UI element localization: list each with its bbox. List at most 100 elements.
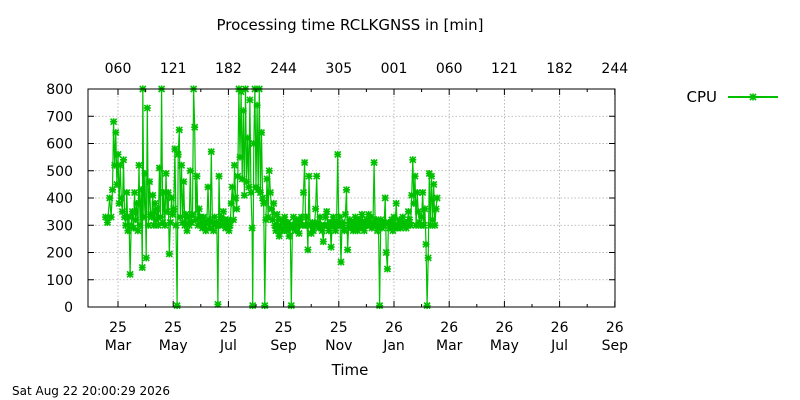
data-point — [293, 216, 301, 224]
data-point — [329, 213, 337, 221]
data-point — [128, 208, 136, 216]
data-point — [133, 199, 141, 207]
data-point — [195, 205, 203, 213]
data-point — [117, 194, 125, 202]
data-point — [420, 221, 428, 229]
data-point — [318, 227, 326, 235]
data-point — [338, 218, 346, 227]
data-point — [316, 213, 324, 221]
x-tick-label-day: 25 — [164, 320, 182, 336]
data-point — [160, 189, 168, 197]
x-tick-label-day: 26 — [440, 320, 458, 336]
data-point — [278, 227, 287, 235]
data-point — [309, 227, 317, 235]
data-point — [257, 129, 266, 137]
data-point — [110, 118, 118, 126]
data-point — [256, 189, 264, 197]
data-point — [175, 126, 183, 134]
data-point — [383, 265, 391, 273]
data-point — [170, 205, 178, 213]
data-point — [171, 145, 179, 153]
data-point — [411, 172, 419, 180]
data-point — [236, 153, 244, 161]
x-tick-label-day: 26 — [606, 320, 624, 336]
y-tick-label: 700 — [46, 109, 73, 125]
data-point — [432, 205, 440, 213]
chart-title: Processing time RCLKGNSS in [min] — [217, 16, 484, 34]
x-tick-label-day: 25 — [109, 320, 127, 336]
data-point — [186, 167, 194, 175]
x-top-tick-label: 244 — [270, 61, 297, 77]
data-point — [243, 178, 251, 186]
data-point — [211, 213, 219, 221]
data-point — [357, 224, 365, 232]
data-point — [134, 227, 142, 235]
x-tick-label-month: Jul — [219, 338, 237, 354]
data-point — [430, 180, 438, 188]
data-point — [164, 189, 172, 197]
data-point — [144, 221, 152, 229]
data-point — [423, 302, 431, 310]
x-top-tick-label: 060 — [436, 61, 463, 77]
data-point — [247, 189, 255, 197]
data-point — [147, 210, 155, 218]
data-point — [174, 150, 182, 158]
data-point — [209, 227, 218, 235]
data-point — [222, 224, 230, 232]
data-point — [408, 191, 416, 199]
data-point — [187, 218, 195, 227]
data-point — [245, 183, 253, 191]
legend-marker — [749, 93, 757, 101]
data-point — [126, 270, 134, 278]
data-point — [422, 240, 430, 248]
data-point — [108, 186, 117, 194]
data-point — [349, 227, 357, 235]
data-point — [197, 218, 205, 227]
data-point — [188, 210, 197, 218]
data-point — [281, 213, 289, 221]
data-point — [131, 189, 139, 197]
data-point — [313, 172, 321, 180]
data-point — [249, 302, 257, 310]
data-point — [260, 199, 268, 207]
data-point — [412, 221, 420, 229]
data-point — [372, 216, 380, 224]
data-point — [138, 263, 146, 272]
x-top-tick-label: 182 — [215, 61, 242, 77]
data-point — [410, 199, 418, 207]
data-point — [166, 218, 174, 227]
data-point — [341, 210, 349, 218]
data-point — [418, 213, 426, 221]
legend-label-cpu: CPU — [687, 88, 718, 106]
data-point — [141, 169, 149, 178]
data-point — [272, 227, 280, 235]
data-point — [304, 246, 312, 254]
data-point — [402, 224, 410, 232]
x-tick-label-month: May — [490, 338, 519, 354]
data-point — [327, 243, 335, 251]
data-point — [192, 216, 200, 224]
data-point — [184, 213, 192, 221]
x-top-tick-label: 121 — [160, 61, 187, 77]
data-point — [263, 175, 271, 183]
data-point — [142, 254, 150, 262]
y-tick-label: 400 — [46, 191, 73, 207]
data-point — [129, 224, 138, 232]
data-point — [283, 227, 291, 235]
data-point — [118, 208, 126, 216]
data-point — [275, 232, 283, 240]
data-point — [200, 213, 208, 221]
data-point — [215, 172, 223, 180]
data-point — [301, 159, 309, 167]
y-tick-label: 500 — [46, 164, 73, 180]
data-point — [113, 180, 121, 188]
data-point — [145, 178, 154, 186]
data-point — [381, 194, 389, 202]
data-point — [356, 221, 364, 229]
data-point — [225, 227, 233, 235]
data-point — [415, 218, 423, 227]
data-point — [207, 148, 215, 156]
data-point — [314, 218, 322, 227]
x-top-tick-label: 182 — [546, 61, 573, 77]
data-point — [421, 205, 429, 213]
